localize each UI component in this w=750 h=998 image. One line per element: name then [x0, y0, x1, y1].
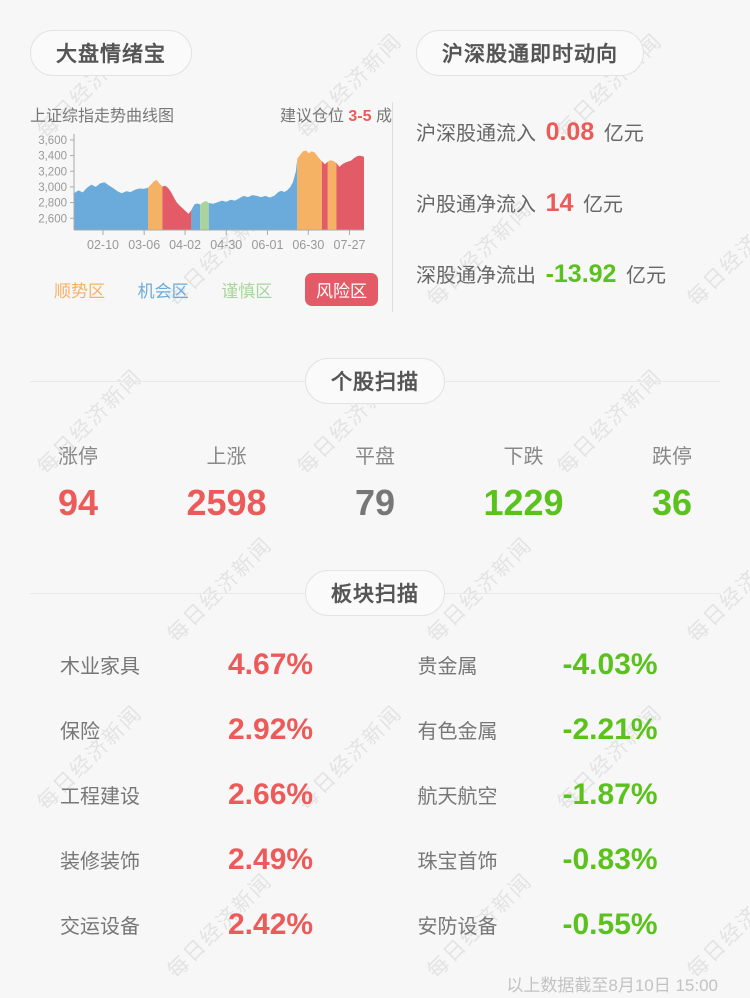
svg-text:06-01: 06-01 — [251, 238, 283, 252]
stock-scan-title-pill: 个股扫描 — [305, 358, 445, 404]
legend-caution-zone: 谨慎区 — [221, 282, 273, 301]
sentiment-title-pill: 大盘情绪宝 — [30, 30, 192, 76]
northbound-unit: 亿元 — [603, 123, 644, 145]
northbound-label: 沪深股通流入 — [416, 123, 536, 145]
northbound-label: 沪股通净流入 — [416, 194, 536, 216]
svg-text:2,600: 2,600 — [38, 213, 67, 225]
stat-advancers: 上涨 2598 — [186, 446, 267, 523]
svg-text:07-27: 07-27 — [334, 238, 366, 252]
svg-text:06-30: 06-30 — [292, 238, 324, 252]
svg-text:03-06: 03-06 — [128, 238, 160, 252]
sector-row: 工程建设 2.66% — [60, 777, 314, 811]
northbound-label: 深股通净流出 — [416, 265, 536, 287]
sector-row: 有色金属 -2.21% — [417, 712, 658, 746]
northbound-row: 深股通净流出 -13.92 亿元 — [416, 259, 720, 289]
vertical-divider — [392, 102, 393, 312]
northbound-panel: 沪深股通即时动向 沪深股通流入 0.08 亿元 沪股通净流入 14 亿元 深股通… — [392, 30, 720, 312]
chart-header: 上证综指走势曲线图 建议仓位 3-5 成 — [30, 102, 392, 126]
svg-text:2,800: 2,800 — [38, 198, 67, 210]
data-cutoff-note: 以上数据截至8月10日 15:00 — [506, 976, 718, 995]
northbound-value: -13.92 — [545, 260, 617, 288]
sector-scan-grid: 木业家具 4.67% 保险 2.92% 工程建设 2.66% 装修装饰 2.49… — [30, 632, 720, 957]
sentiment-area-chart: 2,600 2,800 3,000 3,200 3,400 3,600 02-10 03-06… — [38, 134, 366, 252]
sector-row: 航天航空 -1.87% — [417, 777, 658, 811]
svg-text:3,000: 3,000 — [38, 182, 67, 194]
svg-text:04-30: 04-30 — [210, 238, 242, 252]
top-section: 大盘情绪宝 上证综指走势曲线图 建议仓位 3-5 成 2,600 2,800 3,0… — [30, 30, 720, 312]
northbound-unit: 亿元 — [626, 265, 667, 287]
legend-opportunity-zone: 机会区 — [137, 282, 189, 301]
northbound-row: 沪深股通流入 0.08 亿元 — [416, 117, 720, 147]
stat-limit-down: 跌停 36 — [651, 446, 693, 523]
legend-risk-zone-badge: 风险区 — [304, 273, 378, 306]
stat-decliners: 下跌 1229 — [483, 446, 564, 523]
svg-text:02-10: 02-10 — [87, 238, 119, 252]
sector-row: 装修装饰 2.49% — [60, 842, 314, 876]
sector-row: 保险 2.92% — [60, 712, 314, 746]
svg-text:3,200: 3,200 — [38, 166, 67, 178]
northbound-value: 0.08 — [545, 118, 595, 146]
chart-legend: 顺势区 机会区 谨慎区 风险区 — [30, 273, 392, 306]
position-value: 3-5 — [348, 108, 372, 125]
sector-row: 木业家具 4.67% — [60, 647, 314, 681]
sector-scan-title-pill: 板块扫描 — [305, 570, 445, 616]
sector-row: 交运设备 2.42% — [60, 907, 314, 941]
svg-text:3,600: 3,600 — [38, 135, 67, 147]
sector-row: 珠宝首饰 -0.83% — [417, 842, 658, 876]
chart-title: 上证综指走势曲线图 — [30, 108, 175, 125]
northbound-value: 14 — [545, 189, 574, 217]
sector-row: 安防设备 -0.55% — [417, 907, 658, 941]
market-sentiment-panel: 大盘情绪宝 上证综指走势曲线图 建议仓位 3-5 成 2,600 2,800 3,0… — [30, 30, 392, 306]
sector-gainers-column: 木业家具 4.67% 保险 2.92% 工程建设 2.66% 装修装饰 2.49… — [30, 632, 363, 957]
stock-scan-stats: 涨停 94 上涨 2598 平盘 79 下跌 1229 跌停 36 — [30, 440, 720, 524]
northbound-title-pill: 沪深股通即时动向 — [416, 30, 644, 76]
svg-text:3,400: 3,400 — [38, 151, 67, 163]
northbound-row: 沪股通净流入 14 亿元 — [416, 188, 720, 218]
northbound-unit: 亿元 — [582, 194, 623, 216]
sector-row: 贵金属 -4.03% — [417, 647, 658, 681]
stock-scan-header: 个股扫描 — [30, 358, 720, 404]
sector-scan-header: 板块扫描 — [30, 570, 720, 616]
svg-text:04-02: 04-02 — [169, 238, 201, 252]
stat-unchanged: 平盘 79 — [354, 446, 396, 523]
sector-losers-column: 贵金属 -4.03% 有色金属 -2.21% 航天航空 -1.87% 珠宝首饰 … — [363, 632, 721, 957]
position-advice: 建议仓位 3-5 成 — [279, 108, 392, 125]
stat-limit-up: 涨停 94 — [57, 446, 99, 523]
legend-trend-zone: 顺势区 — [54, 282, 105, 301]
